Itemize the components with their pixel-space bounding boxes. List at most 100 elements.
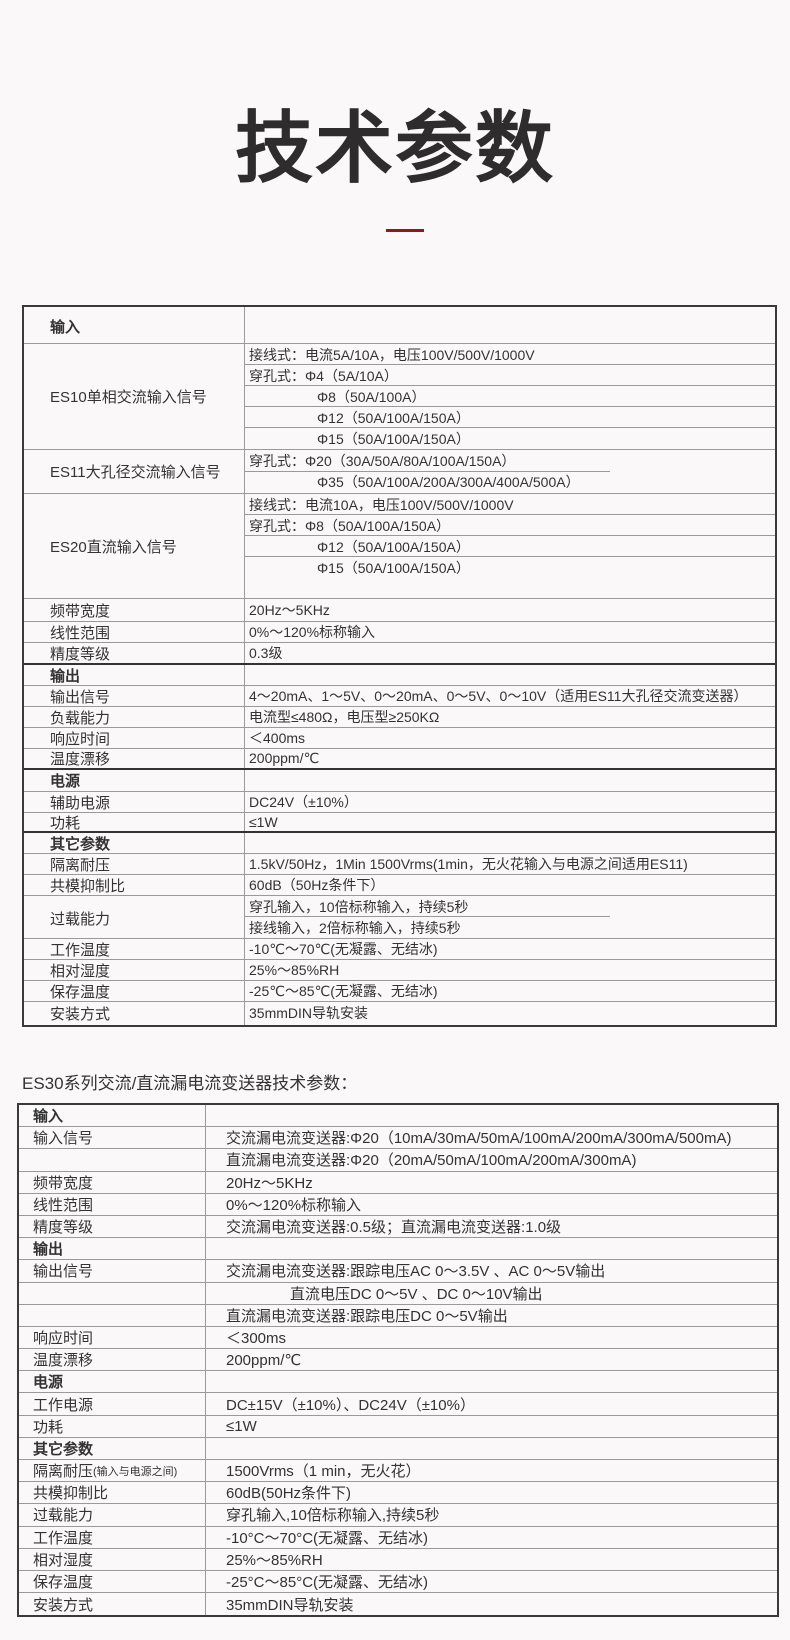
label-text: 精度等级: [50, 645, 111, 663]
value-line: 25%～85%RH: [249, 962, 340, 978]
row-values: ＜400ms: [245, 728, 775, 748]
row-label: 保存温度: [19, 1570, 206, 1593]
table-row: 负载能力 电流型≤480Ω，电压型≥250KΩ: [24, 707, 775, 728]
table-row: 相对湿度 25%～85%RH: [19, 1548, 777, 1571]
table-row: 其它参数: [19, 1437, 777, 1460]
row-label: [19, 1282, 206, 1304]
table-row: ES20直流输入信号 接线式：电流10A，电压100V/500V/1000V 穿孔式…: [24, 494, 775, 599]
row-label: 安装方式: [19, 1593, 206, 1616]
section-header: 其它参数: [33, 1440, 94, 1458]
table-row: 输出: [19, 1238, 777, 1261]
table-row: 响应时间 ＜300ms: [19, 1326, 777, 1350]
label-text: 相对湿度: [50, 962, 111, 980]
section-header: 其它参数: [50, 835, 111, 853]
row-values: 穿孔式：Φ20（30A/50A/80A/100A/150A） Φ35（50A/10…: [245, 450, 775, 493]
row-label: 保存温度: [24, 981, 245, 1001]
label-text: 功耗: [33, 1418, 64, 1436]
value-line: 接线输入，2倍标称输入，持续5秒: [249, 919, 461, 936]
row-label: 其它参数: [24, 833, 245, 853]
table-row: 隔离耐压 (输入与电源之间) 1500Vrms（1 min，无火花）: [19, 1460, 777, 1483]
row-label: 线性范围: [24, 622, 245, 642]
label-text: 温度漂移: [33, 1352, 94, 1370]
row-label: 隔离耐压 (输入与电源之间): [19, 1460, 206, 1482]
label-text: 频带宽度: [33, 1174, 94, 1192]
label-text: 过载能力: [33, 1507, 94, 1525]
table-row: 相对湿度 25%～85%RH: [24, 960, 775, 981]
value-line: 穿孔式：Φ20（30A/50A/80A/100A/150A）: [245, 450, 775, 472]
spec-table-es10-es20: 输入 ES10单相交流输入信号 接线式：电流5A/10A，电压100V/500V/1…: [22, 305, 777, 1027]
table-row: 保存温度 -25°C～85°C(无凝露、无结冰): [19, 1570, 777, 1594]
value-line: 电流型≤480Ω，电压型≥250KΩ: [249, 709, 440, 725]
table-row: 响应时间 ＜400ms: [24, 728, 775, 749]
label-text: 响应时间: [33, 1329, 94, 1347]
row-values: 0%～120%标称输入: [245, 622, 775, 642]
label-text: 线性范围: [33, 1196, 94, 1214]
row-value: 直流电压DC 0～5V 、DC 0～10V输出: [290, 1285, 543, 1303]
row-values: 200ppm/℃: [245, 749, 775, 768]
label-text: 输出信号: [33, 1263, 94, 1281]
row-label: 共模抑制比: [24, 875, 245, 895]
row-label: 温度漂移: [19, 1349, 206, 1371]
table-row: 过载能力 穿孔输入，10倍标称输入，持续5秒接线输入，2倍标称输入，持续5秒: [24, 896, 775, 939]
row-values: 35mmDIN导轨安装: [245, 1002, 775, 1025]
label-text: 隔离耐压: [50, 856, 111, 874]
value-line: 0%～120%标称输入: [249, 624, 376, 640]
row-label: 电源: [19, 1371, 206, 1393]
row-label: 共模抑制比: [19, 1482, 206, 1504]
row-values: ≤1W: [245, 813, 775, 831]
label-text: 过载能力: [50, 910, 111, 928]
table-row: 线性范围 0%～120%标称输入: [19, 1193, 777, 1216]
row-label: 工作温度: [19, 1526, 206, 1548]
value-line: 35mmDIN导轨安装: [249, 1005, 369, 1021]
value-line: 0.3级: [249, 645, 283, 661]
table-row: ES11大孔径交流输入信号 穿孔式：Φ20（30A/50A/80A/100A/15…: [24, 450, 775, 494]
label-text: 安装方式: [33, 1596, 94, 1614]
label-text: 输入信号: [33, 1130, 94, 1148]
es30-section-heading: ES30系列交流/直流漏电流变送器技术参数：: [22, 1074, 358, 1093]
row-label: ES20直流输入信号: [24, 494, 245, 598]
row-values: 接线式：电流10A，电压100V/500V/1000V 穿孔式：Φ8（50A/10…: [245, 494, 775, 598]
label-text: 辅助电源: [50, 794, 111, 812]
row-values: DC24V（±10%）: [245, 792, 775, 812]
value-line: ＜400ms: [249, 730, 306, 746]
table-row: 功耗 ≤1W: [24, 813, 775, 833]
row-value: 直流漏电流变送器:Φ20（20mA/50mA/100mA/200mA/300mA…: [226, 1152, 637, 1170]
row-label: 输入: [19, 1105, 206, 1127]
label-text: 频带宽度: [50, 602, 111, 620]
row-label: 精度等级: [19, 1215, 206, 1238]
row-value: -25°C～85°C(无凝露、无结冰): [226, 1574, 429, 1592]
value-line: 穿孔输入，10倍标称输入，持续5秒: [245, 896, 775, 917]
row-label: 相对湿度: [24, 960, 245, 980]
row-values: 0.3级: [245, 643, 775, 663]
row-label: 功耗: [19, 1415, 206, 1437]
row-value: ≤1W: [226, 1417, 257, 1435]
row-values: [245, 833, 775, 853]
table-row: 精度等级 交流漏电流变送器:0.5级；直流漏电流变送器:1.0级: [19, 1215, 777, 1239]
value-line: Φ15（50A/100A/150A）: [317, 430, 470, 447]
row-label: 输入信号: [19, 1127, 206, 1149]
title-divider: [386, 229, 424, 232]
label-text: 安装方式: [50, 1006, 111, 1023]
table-row: 安装方式 35mmDIN导轨安装: [24, 1002, 775, 1025]
row-value: 60dB(50Hz条件下): [226, 1485, 352, 1503]
value-line: [245, 665, 775, 685]
value-line: Φ12（50A/100A/150A）: [245, 407, 775, 428]
row-label: 响应时间: [24, 728, 245, 748]
row-label: 相对湿度: [19, 1548, 206, 1570]
table-row: 工作温度 -10℃～70℃(无凝露、无结冰): [24, 939, 775, 960]
section-header: 输出: [33, 1241, 64, 1259]
value-line: 1.5kV/50Hz，1Min 1500Vrms(1min，无火花输入与电源之间…: [249, 856, 688, 872]
row-values: [245, 770, 775, 791]
row-value: 200ppm/℃: [226, 1351, 302, 1369]
label-text: 共模抑制比: [33, 1485, 109, 1503]
label-text: 输出信号: [50, 688, 111, 706]
row-label: 工作温度: [24, 939, 245, 959]
label-text: 保存温度: [50, 983, 111, 1001]
row-value: [206, 1105, 777, 1126]
label-text: ES10单相交流输入信号: [50, 389, 207, 406]
value-line: 60dB（50Hz条件下）: [249, 877, 385, 893]
label-text: 功耗: [50, 814, 81, 832]
value-line: 20Hz～5KHz: [249, 602, 330, 618]
table-row: 保存温度 -25℃～85℃(无凝露、无结冰): [24, 981, 775, 1002]
row-values: 接线式：电流5A/10A，电压100V/500V/1000V 穿孔式：Φ4（5A/…: [245, 344, 775, 449]
